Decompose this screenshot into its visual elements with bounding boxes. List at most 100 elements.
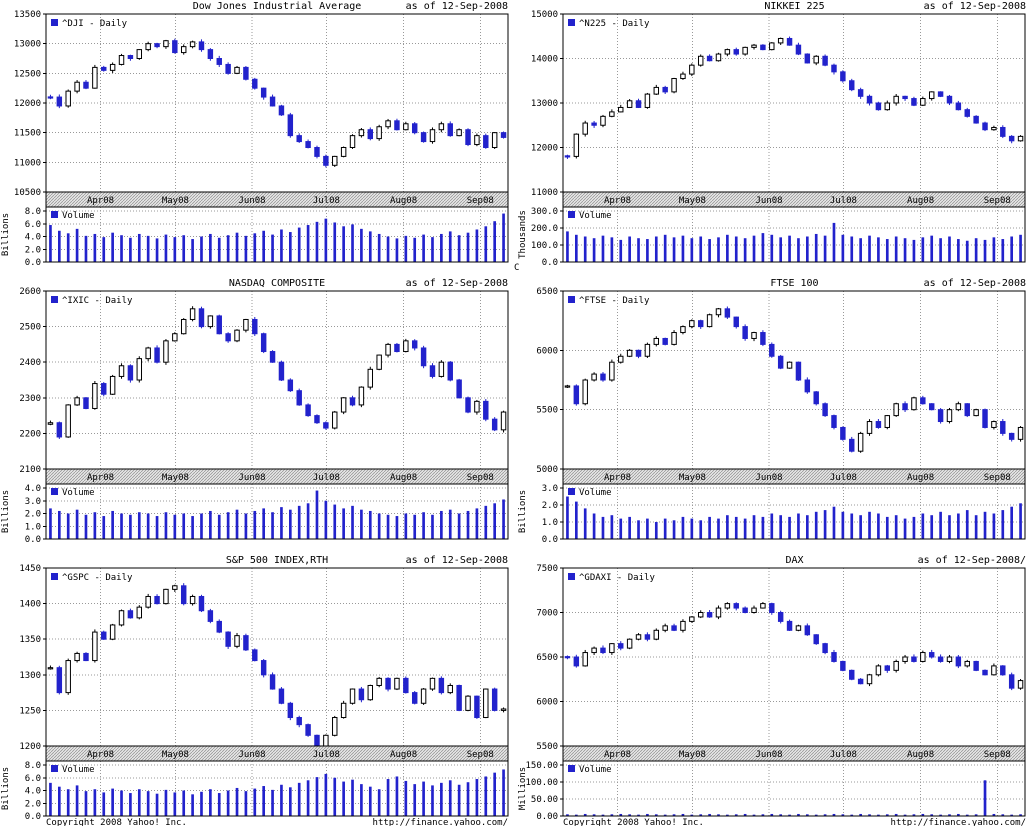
candles (564, 306, 1024, 453)
volume-bars (49, 490, 505, 539)
svg-text:Aug08: Aug08 (390, 473, 417, 483)
svg-text:Jun08: Jun08 (239, 473, 266, 483)
svg-text:50.00: 50.00 (531, 795, 558, 805)
svg-text:Thousands: Thousands (518, 210, 528, 259)
svg-text:Aug08: Aug08 (907, 196, 934, 206)
svg-text:May08: May08 (162, 196, 189, 206)
svg-text:2100: 2100 (19, 465, 41, 475)
svg-text:4.0: 4.0 (25, 233, 41, 243)
chart-title: S&P 500 INDEX,RTH (225, 555, 329, 566)
svg-text:0.0: 0.0 (25, 812, 41, 822)
price-volume-chart-ftse: 6500 6000 5500 5000 Apr08 May08 Jun08 Jul08 Aug0… (518, 287, 1026, 545)
svg-text:May08: May08 (162, 473, 189, 483)
svg-text:Apr08: Apr08 (604, 750, 631, 760)
svg-text:Jun08: Jun08 (239, 196, 266, 206)
svg-text:2200: 2200 (19, 429, 41, 439)
svg-text:Billions: Billions (1, 767, 11, 810)
svg-text:^GSPC - Daily: ^GSPC - Daily (62, 573, 133, 583)
svg-text:14000: 14000 (531, 55, 558, 65)
svg-text:5500: 5500 (536, 406, 558, 416)
svg-text:1.0: 1.0 (25, 522, 41, 532)
svg-text:2400: 2400 (19, 358, 41, 368)
volume-bars (566, 496, 1022, 539)
svg-text:Apr08: Apr08 (87, 196, 114, 206)
svg-text:13500: 13500 (14, 10, 41, 20)
chart-cell-gspc: S&P 500 INDEX,RTH as of 12-Sep-2008 1450… (0, 554, 517, 826)
svg-text:2.0: 2.0 (25, 799, 41, 809)
volume-bars (566, 222, 1022, 262)
source-url-text: http://finance.yahoo.com/ (890, 818, 1026, 826)
chart-header: NIKKEI 225 as of 12-Sep-2008 (563, 1, 1026, 13)
svg-text:1.0: 1.0 (542, 518, 558, 528)
svg-text:0.0: 0.0 (542, 258, 558, 268)
svg-text:11500: 11500 (14, 129, 41, 139)
svg-text:Sep08: Sep08 (984, 196, 1011, 206)
volume-bars (566, 780, 1022, 816)
svg-text:May08: May08 (162, 750, 189, 760)
chart-title: NIKKEI 225 (764, 1, 825, 12)
svg-text:10500: 10500 (14, 188, 41, 198)
svg-text:12500: 12500 (14, 69, 41, 79)
svg-text:1200: 1200 (19, 742, 41, 752)
svg-text:May08: May08 (679, 196, 706, 206)
svg-text:Aug08: Aug08 (390, 196, 417, 206)
chart-cell-n225: NIKKEI 225 as of 12-Sep-2008 15000 14000 1… (517, 0, 1035, 277)
svg-text:7000: 7000 (536, 609, 558, 619)
svg-text:1300: 1300 (19, 671, 41, 681)
svg-text:Sep08: Sep08 (467, 750, 494, 760)
source-url-text: http://finance.yahoo.com/ (372, 818, 508, 826)
price-volume-chart-gdaxi: 7500 7000 6500 6000 5500 Apr08 May08 Jun08 Jul08… (518, 564, 1026, 822)
svg-text:Volume: Volume (62, 765, 95, 775)
svg-text:Jul08: Jul08 (313, 473, 340, 483)
svg-text:6.0: 6.0 (25, 774, 41, 784)
svg-text:May08: May08 (679, 473, 706, 483)
svg-text:4.0: 4.0 (25, 484, 41, 494)
svg-text:Volume: Volume (579, 488, 612, 498)
svg-text:Aug08: Aug08 (907, 750, 934, 760)
svg-text:Volume: Volume (579, 211, 612, 221)
svg-text:1400: 1400 (19, 600, 41, 610)
svg-text:Billions: Billions (518, 490, 528, 533)
chart-asof: as of 12-Sep-2008 (405, 278, 508, 290)
svg-text:100.00: 100.00 (525, 778, 558, 788)
chart-title: DAX (785, 555, 804, 566)
svg-text:Jul08: Jul08 (830, 750, 857, 760)
chart-cell-dji: Dow Jones Industrial Average as of 12-Se… (0, 0, 517, 277)
chart-asof: as of 12-Sep-2008 (923, 1, 1026, 13)
svg-text:4.0: 4.0 (25, 787, 41, 797)
svg-text:1250: 1250 (19, 706, 41, 716)
chart-asof: as of 12-Sep-2008/ (917, 555, 1026, 567)
volume-bars (49, 213, 505, 262)
svg-text:5000: 5000 (536, 465, 558, 475)
svg-text:^GDAXI - Daily: ^GDAXI - Daily (579, 573, 655, 583)
svg-text:0.0: 0.0 (25, 535, 41, 545)
svg-text:6500: 6500 (536, 287, 558, 297)
svg-text:200.0: 200.0 (531, 224, 558, 234)
candles (564, 602, 1024, 691)
candles (47, 38, 507, 168)
svg-text:Sep08: Sep08 (467, 196, 494, 206)
svg-text:1350: 1350 (19, 635, 41, 645)
svg-text:11000: 11000 (531, 188, 558, 198)
svg-text:13000: 13000 (14, 40, 41, 50)
svg-text:Jun08: Jun08 (239, 750, 266, 760)
svg-text:Apr08: Apr08 (87, 750, 114, 760)
svg-text:^FTSE - Daily: ^FTSE - Daily (579, 296, 650, 306)
svg-text:Sep08: Sep08 (467, 473, 494, 483)
copyright-text: Copyright 2008 Yahoo! Inc. (46, 818, 187, 826)
svg-text:1450: 1450 (19, 564, 41, 574)
svg-text:5500: 5500 (536, 742, 558, 752)
chart-cell-ftse: FTSE 100 as of 12-Sep-2008 6500 6000 5500 5… (517, 277, 1035, 554)
svg-text:12000: 12000 (14, 99, 41, 109)
svg-text:2.0: 2.0 (25, 510, 41, 520)
svg-text:Volume: Volume (62, 211, 95, 221)
price-volume-chart-ixic: 2600 2500 2400 2300 2200 2100 Apr08 May08 Jun08 J… (1, 287, 509, 545)
svg-text:6000: 6000 (536, 346, 558, 356)
svg-text:7500: 7500 (536, 564, 558, 574)
price-volume-chart-gspc: 1450 1400 1350 1300 1250 1200 Apr08 May08 Jun08 J… (1, 564, 509, 822)
svg-text:Volume: Volume (579, 765, 612, 775)
price-volume-chart-dji: 13500 13000 12500 12000 11500 11000 10500 Apr08… (1, 10, 509, 268)
svg-text:Jul08: Jul08 (313, 196, 340, 206)
chart-header: DAX as of 12-Sep-2008/ (563, 555, 1026, 567)
chart-header: FTSE 100 as of 12-Sep-2008 (563, 278, 1026, 290)
